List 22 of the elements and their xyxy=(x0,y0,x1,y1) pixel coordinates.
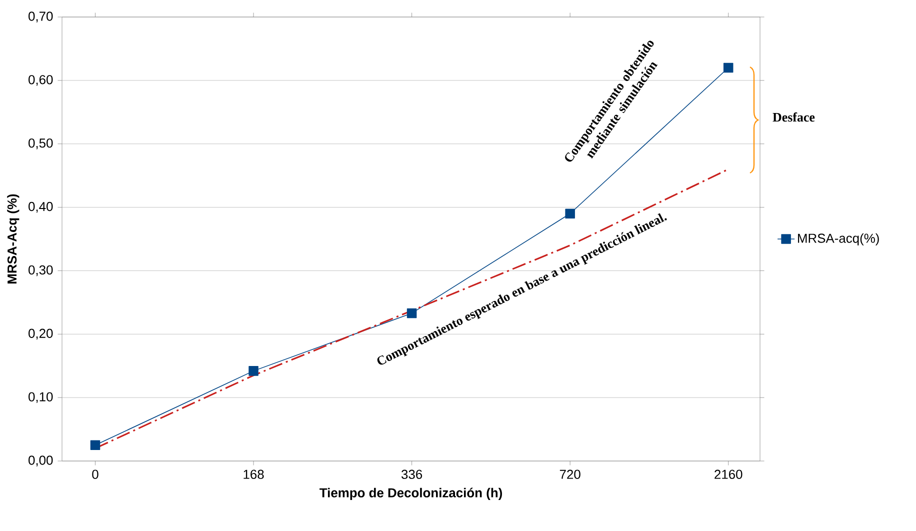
point xyxy=(248,366,258,376)
y-tick-label: 0,40 xyxy=(28,202,53,213)
x-tick-label: 168 xyxy=(244,470,264,479)
point xyxy=(90,440,100,450)
point xyxy=(565,208,575,219)
y-axis-title: MRSA-Acq (%) xyxy=(7,194,20,284)
y-tick-label: 0,60 xyxy=(28,75,53,86)
y-tick-label: 0,30 xyxy=(28,265,53,276)
y-tick-label: 0,00 xyxy=(28,456,53,466)
point xyxy=(723,62,734,73)
y-tick-label: 0,70 xyxy=(28,12,53,22)
y-tick-label: 0,10 xyxy=(28,392,53,403)
x-tick-label: 0 xyxy=(92,470,98,479)
y-tick-label: 0,20 xyxy=(28,328,53,340)
point xyxy=(406,308,417,318)
x-tick-label: 720 xyxy=(560,470,580,479)
y-tick-label: 0,50 xyxy=(28,138,53,150)
text: Desface xyxy=(772,112,815,122)
x-tick-label: 2160 xyxy=(714,470,742,479)
x-axis-title: Tiempo de Decolonización (h) xyxy=(320,488,502,500)
legend-label: MRSA-acq(%) xyxy=(798,233,879,246)
x-tick-label: 336 xyxy=(401,470,422,479)
